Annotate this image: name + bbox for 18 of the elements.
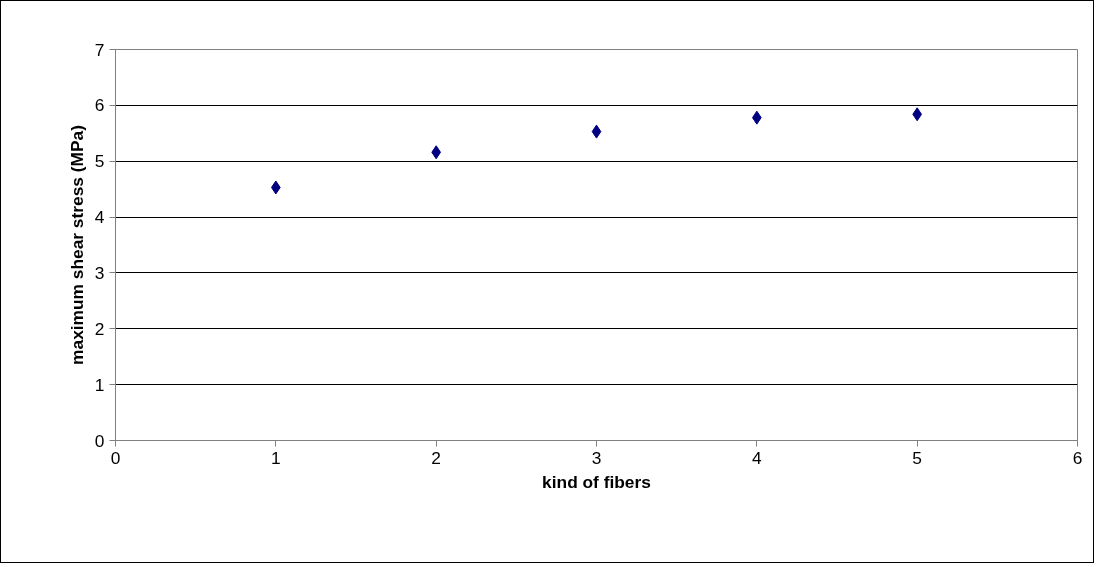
y-tick-label: 3 [94,262,105,283]
x-tick-label: 6 [1072,447,1083,468]
x-tick-label: 0 [110,447,121,468]
x-tick-label: 5 [912,447,922,468]
y-axis-title: maximum shear stress (MPa) [66,125,87,365]
y-tick-label: 7 [94,39,105,60]
x-tick-label: 2 [431,447,441,468]
y-tick-label: 5 [94,151,105,172]
x-tick-label: 3 [591,447,602,468]
x-tick-label: 4 [752,447,763,468]
point [591,124,602,139]
y-tick-label: 0 [94,430,105,451]
y-tick-label: 4 [94,207,105,228]
y-tick-label: 1 [94,374,105,395]
x-axis-title: kind of fibers [542,471,651,492]
y-tick-label: 6 [94,95,105,116]
x-tick-label: 1 [271,447,281,468]
y-tick-label: 2 [94,318,105,339]
